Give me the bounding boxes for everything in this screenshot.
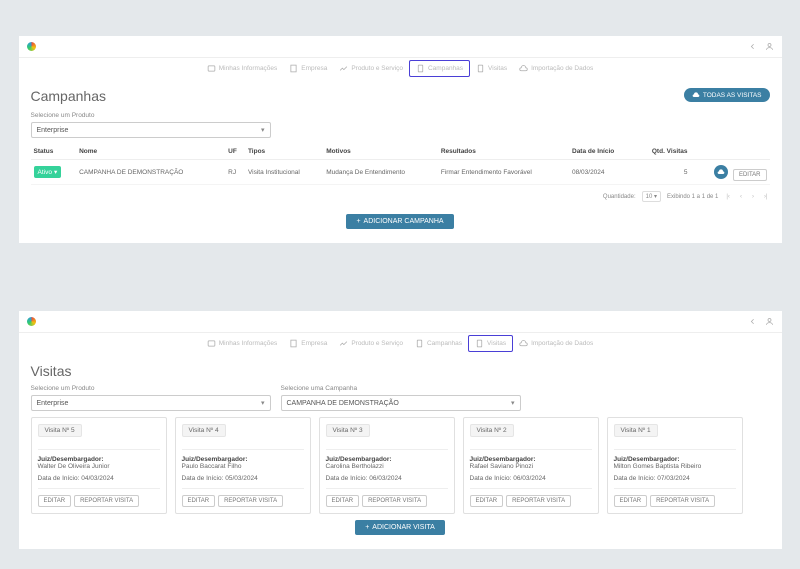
visita-tag: Visita Nº 3 bbox=[326, 424, 370, 437]
table-row: Ativo ▾ CAMPANHA DE DEMONSTRAÇÃO RJ Visi… bbox=[31, 160, 770, 185]
tab-importacao[interactable]: Importação de Dados bbox=[513, 336, 599, 351]
col-qtd: Qtd. Visitas bbox=[634, 144, 690, 160]
nav-tabs: Minhas Informações Empresa Produto e Ser… bbox=[19, 58, 782, 78]
reportar-visita-button[interactable]: REPORTAR VISITA bbox=[362, 495, 427, 507]
download-icon[interactable] bbox=[714, 165, 728, 179]
tab-minhas-informacoes[interactable]: Minhas Informações bbox=[201, 61, 284, 76]
tab-campanhas[interactable]: Campanhas bbox=[409, 336, 468, 351]
tab-empresa[interactable]: Empresa bbox=[283, 336, 333, 351]
visita-card: Visita Nº 3Juiz/Desembargador:Carolina B… bbox=[319, 417, 455, 514]
page-first[interactable]: |‹ bbox=[724, 194, 732, 200]
col-tipos: Tipos bbox=[245, 144, 323, 160]
table-pagination: Quantidade: 10 ▾ Exibindo 1 a 1 de 1 |‹ … bbox=[31, 185, 770, 208]
visita-card: Visita Nº 1Juiz/Desembargador:Milton Gom… bbox=[607, 417, 743, 514]
visita-tag: Visita Nº 4 bbox=[182, 424, 226, 437]
logo bbox=[27, 317, 36, 326]
product-select-label: Selecione um Produto bbox=[31, 385, 271, 392]
tab-campanhas[interactable]: Campanhas bbox=[409, 60, 470, 77]
adicionar-campanha-button[interactable]: + ADICIONAR CAMPANHA bbox=[346, 214, 453, 229]
adicionar-visita-button[interactable]: + ADICIONAR VISITA bbox=[355, 520, 445, 535]
user-icon[interactable] bbox=[765, 42, 774, 51]
todas-visitas-button[interactable]: TODAS AS VISITAS bbox=[684, 88, 770, 102]
quantidade-select[interactable]: 10 ▾ bbox=[642, 191, 661, 202]
col-resultados: Resultados bbox=[438, 144, 569, 160]
topbar bbox=[19, 311, 782, 333]
editar-button[interactable]: EDITAR bbox=[470, 495, 504, 507]
caret-down-icon: ▾ bbox=[261, 126, 265, 134]
visita-card: Visita Nº 5Juiz/Desembargador:Walter De … bbox=[31, 417, 167, 514]
campaign-select[interactable]: CAMPANHA DE DEMONSTRAÇÃO▾ bbox=[281, 395, 521, 411]
logo bbox=[27, 42, 36, 51]
product-select[interactable]: Enterprise ▾ bbox=[31, 122, 271, 138]
page-last[interactable]: ›| bbox=[762, 194, 770, 200]
tab-empresa[interactable]: Empresa bbox=[283, 61, 333, 76]
col-motivos: Motivos bbox=[323, 144, 438, 160]
editar-button[interactable]: EDITAR bbox=[733, 169, 767, 181]
campaign-select-label: Selecione uma Campanha bbox=[281, 385, 521, 392]
col-status: Status bbox=[31, 144, 77, 160]
visita-tag: Visita Nº 1 bbox=[614, 424, 658, 437]
editar-button[interactable]: EDITAR bbox=[326, 495, 360, 507]
user-icon[interactable] bbox=[765, 317, 774, 326]
reportar-visita-button[interactable]: REPORTAR VISITA bbox=[218, 495, 283, 507]
col-uf: UF bbox=[225, 144, 245, 160]
editar-button[interactable]: EDITAR bbox=[38, 495, 72, 507]
col-nome: Nome bbox=[76, 144, 225, 160]
editar-button[interactable]: EDITAR bbox=[614, 495, 648, 507]
campanhas-table: Status Nome UF Tipos Motivos Resultados … bbox=[31, 144, 770, 185]
tab-produto-servico[interactable]: Produto e Serviço bbox=[333, 336, 409, 351]
product-select-label: Selecione um Produto bbox=[31, 112, 271, 119]
page-prev[interactable]: ‹ bbox=[738, 194, 744, 200]
tab-visitas[interactable]: Visitas bbox=[470, 61, 513, 76]
chevron-left-icon[interactable] bbox=[748, 317, 757, 326]
topbar bbox=[19, 36, 782, 58]
chevron-left-icon[interactable] bbox=[748, 42, 757, 51]
product-select[interactable]: Enterprise▾ bbox=[31, 395, 271, 411]
page-next[interactable]: › bbox=[750, 194, 756, 200]
visita-tag: Visita Nº 5 bbox=[38, 424, 82, 437]
visita-card: Visita Nº 4Juiz/Desembargador:Paulo Bacc… bbox=[175, 417, 311, 514]
tab-produto-servico[interactable]: Produto e Serviço bbox=[333, 61, 409, 76]
tab-minhas-informacoes[interactable]: Minhas Informações bbox=[201, 336, 284, 351]
reportar-visita-button[interactable]: REPORTAR VISITA bbox=[506, 495, 571, 507]
status-badge[interactable]: Ativo ▾ bbox=[34, 166, 62, 178]
reportar-visita-button[interactable]: REPORTAR VISITA bbox=[74, 495, 139, 507]
visita-card: Visita Nº 2Juiz/Desembargador:Rafael Sav… bbox=[463, 417, 599, 514]
nav-tabs: Minhas Informações Empresa Produto e Ser… bbox=[19, 333, 782, 353]
col-data: Data de Início bbox=[569, 144, 634, 160]
reportar-visita-button[interactable]: REPORTAR VISITA bbox=[650, 495, 715, 507]
tab-importacao[interactable]: Importação de Dados bbox=[513, 61, 599, 76]
editar-button[interactable]: EDITAR bbox=[182, 495, 216, 507]
page-title: Campanhas bbox=[31, 88, 107, 104]
visita-tag: Visita Nº 2 bbox=[470, 424, 514, 437]
tab-visitas[interactable]: Visitas bbox=[468, 335, 513, 352]
page-title: Visitas bbox=[31, 363, 770, 379]
